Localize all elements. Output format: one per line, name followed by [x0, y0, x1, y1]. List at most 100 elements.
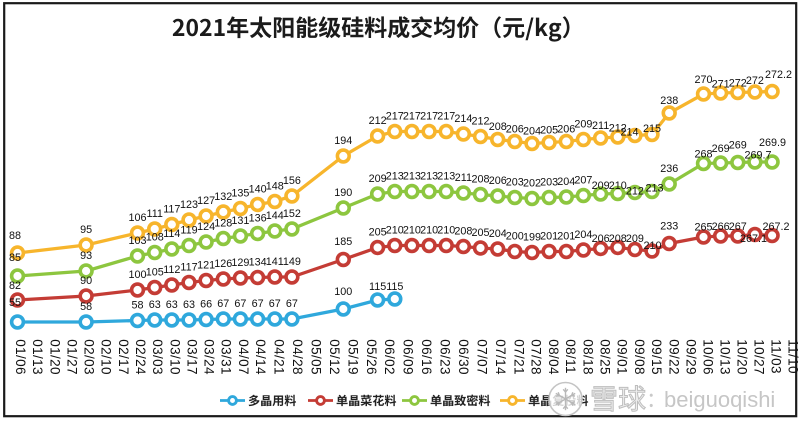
- svg-text:09/22: 09/22: [666, 339, 681, 375]
- svg-text:206: 206: [506, 124, 524, 136]
- svg-text:124: 124: [197, 221, 215, 233]
- svg-text:214: 214: [620, 127, 638, 139]
- svg-text:07/14: 07/14: [493, 339, 508, 375]
- svg-text:209: 209: [574, 119, 592, 131]
- svg-text:213: 213: [403, 171, 421, 183]
- svg-text:267.2: 267.2: [762, 221, 789, 233]
- svg-text:01/13: 01/13: [30, 339, 45, 375]
- svg-text:129: 129: [231, 257, 249, 269]
- svg-text:217: 217: [420, 111, 438, 123]
- svg-text:211: 211: [455, 172, 472, 184]
- svg-text:117: 117: [163, 204, 180, 216]
- svg-text:148: 148: [266, 181, 284, 193]
- svg-text:205: 205: [369, 227, 387, 239]
- svg-text:269.9: 269.9: [759, 137, 786, 149]
- svg-text:128: 128: [214, 218, 232, 230]
- svg-text:88: 88: [9, 230, 21, 242]
- svg-text:203: 203: [506, 177, 524, 189]
- svg-text:211: 211: [592, 120, 609, 132]
- svg-text:07/07: 07/07: [475, 339, 490, 375]
- svg-text:217: 217: [386, 111, 404, 123]
- svg-text:238: 238: [660, 95, 678, 107]
- svg-text:203: 203: [540, 177, 558, 189]
- svg-text:205: 205: [540, 125, 558, 137]
- svg-text:134: 134: [249, 257, 267, 269]
- svg-text:06/02: 06/02: [382, 339, 397, 375]
- svg-text:269.7: 269.7: [744, 150, 771, 162]
- svg-text:10/27: 10/27: [752, 339, 767, 375]
- svg-text:11/10: 11/10: [786, 339, 800, 374]
- svg-text:04/21: 04/21: [272, 339, 287, 375]
- svg-text:140: 140: [249, 184, 267, 196]
- svg-text:02/24: 02/24: [133, 339, 148, 375]
- svg-text:93: 93: [80, 250, 92, 262]
- svg-text:66: 66: [200, 299, 212, 311]
- svg-text:190: 190: [334, 187, 352, 199]
- svg-text:06/23: 06/23: [438, 339, 453, 375]
- svg-text:55: 55: [9, 297, 21, 309]
- svg-text:11/03: 11/03: [769, 339, 784, 374]
- svg-text:105: 105: [146, 267, 164, 279]
- svg-text:09/15: 09/15: [649, 339, 664, 375]
- svg-text:09/29: 09/29: [684, 339, 699, 375]
- svg-text:212: 212: [369, 115, 387, 127]
- svg-text:02/03: 02/03: [82, 339, 97, 375]
- svg-text:209: 209: [626, 233, 644, 245]
- svg-text:08/25: 08/25: [598, 339, 613, 375]
- svg-text:202: 202: [523, 178, 541, 190]
- svg-text:200: 200: [506, 231, 524, 243]
- svg-text:03/24: 03/24: [202, 339, 217, 375]
- svg-text:136: 136: [249, 213, 267, 225]
- svg-text:67: 67: [286, 298, 298, 310]
- svg-text:beiguoqishi: beiguoqishi: [664, 387, 775, 412]
- svg-text:90: 90: [80, 275, 92, 287]
- svg-text:01/06: 01/06: [13, 339, 28, 375]
- svg-text:95: 95: [80, 224, 92, 236]
- svg-text:06/30: 06/30: [456, 339, 471, 375]
- svg-text:126: 126: [214, 258, 232, 270]
- svg-text:204: 204: [574, 229, 592, 241]
- svg-text:132: 132: [214, 191, 232, 203]
- svg-text:63: 63: [183, 299, 195, 311]
- svg-text:03/10: 03/10: [167, 339, 182, 375]
- svg-text:266: 266: [712, 221, 730, 233]
- svg-text:63: 63: [166, 299, 178, 311]
- svg-text:112: 112: [163, 264, 180, 276]
- svg-text:01/20: 01/20: [47, 339, 62, 375]
- svg-text:212: 212: [609, 123, 627, 135]
- svg-text:205: 205: [471, 227, 489, 239]
- svg-text:127: 127: [197, 195, 215, 207]
- svg-text:194: 194: [334, 135, 352, 147]
- svg-text:210: 210: [643, 240, 661, 252]
- svg-text:156: 156: [283, 175, 301, 187]
- svg-text:100: 100: [128, 269, 146, 281]
- svg-text:208: 208: [609, 233, 627, 245]
- svg-text:204: 204: [557, 176, 575, 188]
- svg-text:02/10: 02/10: [99, 339, 114, 375]
- svg-text:201: 201: [540, 231, 558, 243]
- svg-text:209: 209: [592, 180, 610, 192]
- svg-text:67: 67: [252, 298, 264, 310]
- svg-text:09/08: 09/08: [632, 339, 647, 375]
- svg-text:115: 115: [369, 281, 386, 293]
- svg-text:272.2: 272.2: [765, 69, 792, 81]
- svg-text:63: 63: [149, 299, 161, 311]
- svg-text:215: 215: [643, 123, 661, 135]
- svg-text:05/26: 05/26: [364, 339, 379, 375]
- svg-text:210: 210: [609, 180, 627, 192]
- svg-text:185: 185: [334, 236, 352, 248]
- svg-text:213: 213: [645, 183, 663, 195]
- svg-text:265: 265: [694, 222, 712, 234]
- svg-text:10/06: 10/06: [701, 339, 716, 375]
- svg-text:208: 208: [489, 121, 507, 133]
- svg-text:103: 103: [128, 235, 146, 247]
- svg-text:108: 108: [146, 232, 164, 244]
- svg-text:269: 269: [729, 140, 747, 152]
- svg-text:05/12: 05/12: [327, 339, 342, 375]
- svg-text:217: 217: [403, 111, 421, 123]
- svg-text:149: 149: [283, 256, 301, 268]
- svg-text:08/18: 08/18: [580, 339, 595, 375]
- svg-text:123: 123: [180, 199, 198, 211]
- svg-text:04/14: 04/14: [253, 339, 268, 375]
- svg-text:152: 152: [283, 208, 301, 220]
